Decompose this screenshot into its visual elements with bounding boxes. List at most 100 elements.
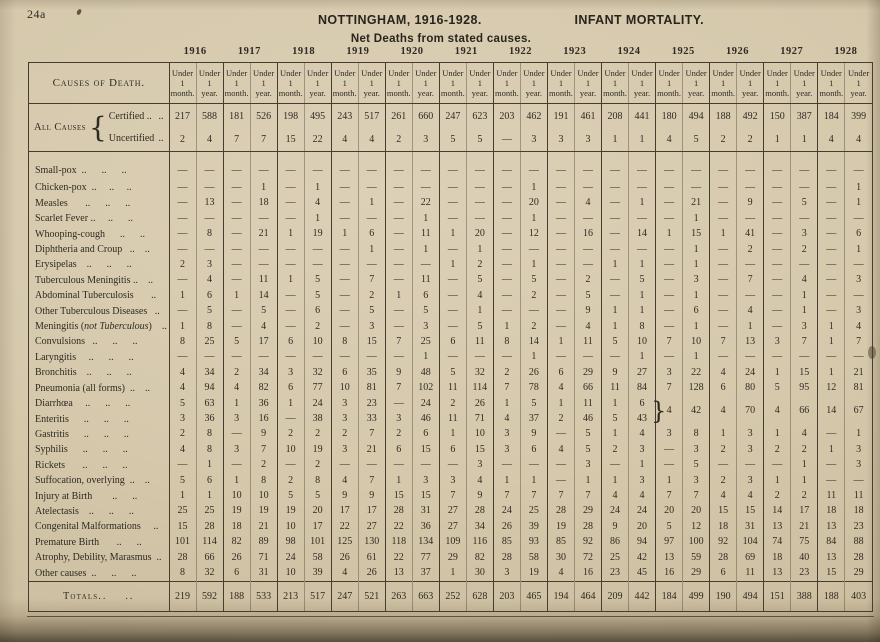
row-label: Chicken-pox .. .. .. <box>29 180 170 196</box>
data-cell: 1 <box>790 472 818 489</box>
data-cell: 2 <box>573 272 602 289</box>
under-1-year-header: Under 1 year. <box>844 63 872 104</box>
data-cell: 81 <box>844 380 872 396</box>
row-other-tuberculous-diseases: Other Tuberculous Diseases .. —5—5—6—5—5—… <box>29 303 872 319</box>
under-1-year-header: Under 1 year. <box>736 63 764 104</box>
data-cell: 39 <box>303 565 332 582</box>
data-cell: 5 <box>655 519 683 535</box>
data-cell: 592 <box>195 581 224 611</box>
data-cell: — <box>222 457 251 473</box>
data-cell: 1 <box>600 318 629 335</box>
totals-label-text: Totals <box>63 591 99 602</box>
row-label-text: Premature Birth .. .. <box>35 536 142 548</box>
row-label: Pneumonia (all forms) .. .. <box>29 380 170 396</box>
data-cell: 3 <box>465 457 494 473</box>
data-cell: — <box>492 195 521 212</box>
data-cell: 5 <box>519 395 548 412</box>
data-cell: 188 <box>817 581 845 611</box>
data-cell: 180 <box>655 103 683 129</box>
data-cell: 70 <box>736 395 764 427</box>
data-cell: — <box>546 426 575 443</box>
data-cell: 2 <box>303 426 332 443</box>
data-cell: 10 <box>465 426 494 443</box>
totals-leader-dots: .. .. <box>98 591 135 602</box>
data-cell: 5 <box>438 365 467 381</box>
data-cell: — <box>546 195 575 212</box>
row-label-text: Rickets .. .. .. <box>35 459 128 471</box>
title-nottingham: NOTTINGHAM, 1916-1928. <box>318 13 482 27</box>
data-cell: 67 <box>844 395 872 427</box>
data-cell: 28 <box>546 503 575 520</box>
data-cell: 4 <box>546 565 575 582</box>
data-cell: — <box>763 349 791 366</box>
data-cell: — <box>195 151 224 181</box>
data-cell: 521 <box>357 581 386 611</box>
data-cell: 10 <box>682 334 710 350</box>
data-cell: 5 <box>465 129 494 152</box>
data-cell: 7 <box>655 488 683 504</box>
data-cell: 3 <box>438 472 467 489</box>
data-cell: 6 <box>276 334 305 350</box>
data-cell: — <box>600 195 629 212</box>
data-cell: 29 <box>573 503 602 520</box>
data-cell: — <box>763 257 791 273</box>
data-cell: — <box>411 457 440 473</box>
data-cell: 3 <box>492 565 521 582</box>
data-cell: 1 <box>303 211 332 227</box>
data-cell: 116 <box>465 534 494 550</box>
data-cell: — <box>195 211 224 227</box>
data-cell: 5 <box>222 334 251 350</box>
data-cell: 1 <box>195 488 224 504</box>
data-cell: 19 <box>222 503 251 520</box>
data-cell: 243 <box>330 103 359 129</box>
data-cell: 6 <box>844 226 872 242</box>
under-1-year-header: Under 1 year. <box>519 63 548 104</box>
data-cell: — <box>736 151 764 181</box>
data-cell: 11 <box>573 334 602 350</box>
data-cell: 11 <box>817 488 845 504</box>
year-label: 1922 <box>509 46 533 57</box>
data-cell: 660 <box>411 103 440 129</box>
data-cell: 1 <box>276 395 305 412</box>
data-cell: 3 <box>168 411 197 427</box>
data-cell: 10 <box>276 565 305 582</box>
data-cell: 3 <box>844 457 872 473</box>
data-cell: 118 <box>384 534 413 550</box>
data-cell: — <box>276 318 305 335</box>
data-cell: 10 <box>276 442 305 458</box>
data-cell: 12 <box>519 226 548 242</box>
under-1-year-header: Under 1 year. <box>303 63 332 104</box>
data-cell: 20 <box>655 503 683 520</box>
data-cell: 19 <box>276 503 305 520</box>
data-cell: 23 <box>844 519 872 535</box>
row-label-italic: not Tuberculous <box>84 321 149 333</box>
data-cell: — <box>709 257 737 273</box>
under-1-month-header: Under 1 month. <box>168 63 197 104</box>
data-cell: 114 <box>195 534 224 550</box>
data-cell: 1 <box>303 180 332 196</box>
data-cell: 1 <box>357 241 386 258</box>
data-cell: — <box>276 241 305 258</box>
data-cell: 7 <box>573 488 602 504</box>
data-cell: 7 <box>357 472 386 489</box>
data-cell: — <box>384 195 413 212</box>
data-cell: 7 <box>357 426 386 443</box>
data-cell: — <box>384 303 413 319</box>
data-cell: — <box>492 151 521 181</box>
data-cell: 5 <box>357 303 386 319</box>
year-labels-row: 1916 1917 1918 1919 1920 1921 1922 1923 1924 1925… <box>28 46 873 57</box>
data-cell: — <box>492 180 521 196</box>
data-cell: 181 <box>222 103 251 129</box>
data-cell: 194 <box>546 581 575 611</box>
data-cell: 4 <box>330 565 359 582</box>
data-cell: 4 <box>844 318 872 335</box>
data-cell: — <box>249 241 278 258</box>
data-cell: 39 <box>519 519 548 535</box>
data-cell: 37 <box>411 565 440 582</box>
data-cell: 88 <box>844 534 872 550</box>
data-cell: — <box>195 349 224 366</box>
data-cell: 6 <box>628 395 656 412</box>
under-1-month-header: Under 1 month. <box>276 63 305 104</box>
data-cell: — <box>817 288 845 304</box>
data-cell: 75 <box>790 534 818 550</box>
